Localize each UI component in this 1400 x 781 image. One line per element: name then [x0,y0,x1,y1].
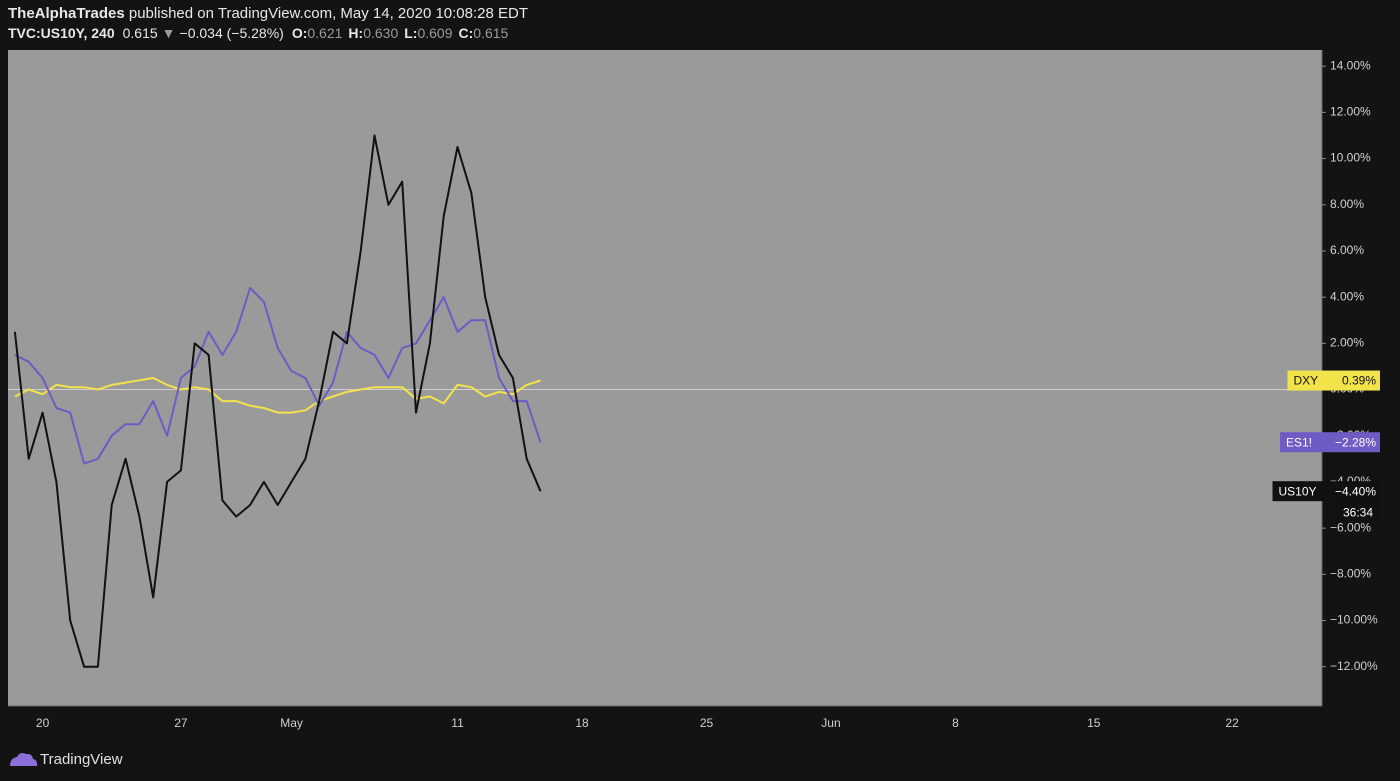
ohlc-key: L: [404,25,417,41]
ohlc-key: H: [348,25,363,41]
badge-name: ES1! [1286,435,1312,449]
countdown-background [1336,502,1380,523]
series-line [13,134,542,668]
ohlc: O:0.621 H:0.630 L:0.609 C:0.615 [292,25,509,41]
ohlc-value: 0.615 [473,25,508,41]
series-line [14,377,541,414]
x-tick-label: May [280,716,303,730]
change: −0.034 (−5.28%) [180,25,284,41]
price-badge: ES1! −2.28% [1280,432,1380,453]
badge-background [1287,370,1380,391]
x-tick-label: 18 [575,716,589,730]
series-line [14,286,542,465]
ohlc-key: C: [459,25,474,41]
header-line-2: TVC:US10Y, 240 0.615 ▼ −0.034 (−5.28%) O:0.6… [8,25,509,41]
logo [10,753,38,766]
badge-background [1280,432,1380,453]
plot-area [8,50,1322,706]
x-tick-label: 25 [700,716,714,730]
x-tick-label: Jun [821,716,840,730]
y-tick-label: 10.00% [1330,151,1371,165]
y-tick-label: −8.00% [1330,567,1371,581]
footer-brand: TradingView [40,751,123,768]
author: TheAlphaTrades [8,5,125,22]
symbol: TVC:US10Y, 240 [8,25,115,41]
y-tick-label: 12.00% [1330,105,1371,119]
y-tick-label: −12.00% [1330,659,1378,673]
y-tick-label: −6.00% [1330,520,1371,534]
header-line-1: TheAlphaTrades published on TradingView.… [8,5,528,22]
price-badge: DXY 0.39% [1287,370,1380,391]
ohlc-value: 0.630 [363,25,398,41]
published: published on TradingView.com, May 14, 20… [129,5,528,22]
y-tick-label: 8.00% [1330,197,1364,211]
last-price: 0.615 [123,25,158,41]
countdown: 36:34 [1343,505,1373,519]
x-tick-label: 11 [451,716,464,730]
y-tick-label: −10.00% [1330,613,1378,627]
badge-value: −2.28% [1335,435,1376,449]
badge-name: DXY [1294,374,1319,388]
x-tick-label: 15 [1087,716,1101,730]
ohlc-key: O: [292,25,308,41]
down-arrow: ▼ [162,25,176,41]
x-tick-label: 22 [1225,716,1239,730]
badge-value: −4.40% [1335,484,1376,498]
y-tick-label: 2.00% [1330,336,1364,350]
price-badge: US10Y −4.40% [1272,481,1380,502]
y-tick-label: 14.00% [1330,58,1371,72]
badge-name: US10Y [1279,484,1317,498]
ohlc-value: 0.609 [417,25,452,41]
y-tick-label: 4.00% [1330,289,1364,303]
y-tick-label: 6.00% [1330,243,1364,257]
x-tick-label: 27 [174,716,188,730]
x-tick-label: 8 [952,716,959,730]
ohlc-value: 0.621 [307,25,342,41]
logo-cloud [10,753,38,766]
badge-value: 0.39% [1342,374,1376,388]
badge-background [1272,481,1380,502]
x-tick-label: 20 [36,716,50,730]
